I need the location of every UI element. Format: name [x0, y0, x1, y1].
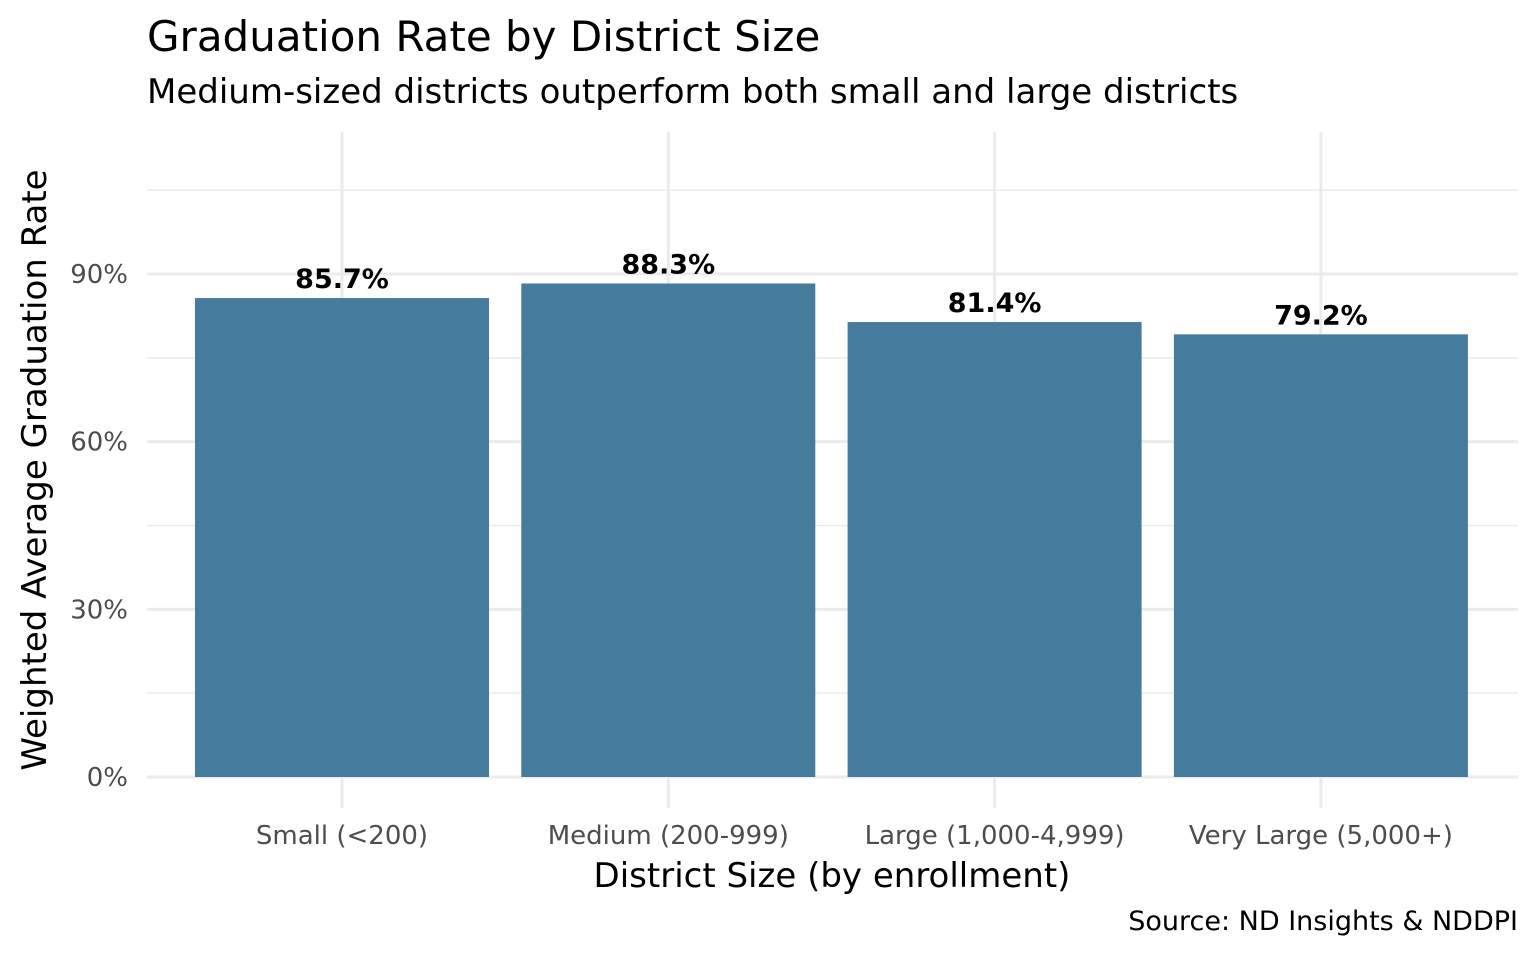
x-tick-label: Medium (200-999) — [548, 821, 789, 851]
y-tick-label: 30% — [70, 595, 128, 625]
x-tick-label: Small (<200) — [256, 821, 428, 851]
bar — [1173, 334, 1468, 777]
bar — [521, 283, 816, 777]
chart-caption: Source: ND Insights & NDDPI — [1128, 906, 1518, 937]
y-axis-title: Weighted Average Graduation Rate — [15, 169, 55, 770]
y-tick-label: 0% — [87, 763, 128, 793]
x-axis-title: District Size (by enrollment) — [594, 856, 1071, 896]
bar-data-labels: 85.7% 88.3% 81.4% 79.2% — [295, 250, 1368, 332]
bar — [195, 298, 489, 777]
chart-subtitle: Medium-sized districts outperform both s… — [147, 72, 1239, 112]
x-axis-ticks: Small (<200) Medium (200-999) Large (1,000… — [256, 821, 1453, 851]
bar-value-label: 81.4% — [948, 288, 1042, 319]
y-tick-label: 90% — [70, 260, 128, 290]
x-tick-label: Large (1,000-4,999) — [865, 821, 1125, 851]
y-axis-ticks: 0% 30% 60% 90% — [70, 260, 128, 793]
bar-value-label: 85.7% — [295, 264, 389, 295]
bar — [847, 322, 1142, 777]
y-tick-label: 60% — [70, 428, 128, 458]
bar-value-label: 79.2% — [1274, 300, 1368, 331]
x-tick-label: Very Large (5,000+) — [1189, 821, 1453, 851]
chart-title: Graduation Rate by District Size — [147, 12, 821, 61]
bars — [195, 283, 1468, 777]
bar-value-label: 88.3% — [621, 250, 715, 281]
